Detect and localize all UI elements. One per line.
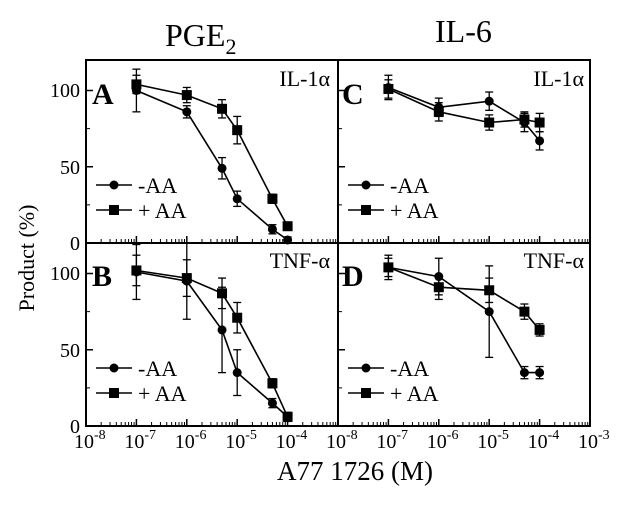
panel-c-minus-aa-legend-label: -AA [390, 173, 429, 198]
panel-a-plus-aa-point [282, 221, 293, 232]
panel-d-plus-aa-point [383, 262, 394, 273]
panel-b-minus-aa-point [217, 325, 227, 335]
panel-c-plus-aa-point [484, 117, 495, 128]
x-tick-label: 10-4 [528, 428, 560, 453]
panel-b-plus-aa-point [217, 288, 228, 299]
x-tick-label: 10-8 [326, 428, 358, 453]
panel-c-plus-aa-legend-label: + AA [390, 198, 439, 223]
panel-c-letter: C [342, 78, 364, 111]
panel-d-frame [337, 242, 591, 427]
panel-b-plus-aa-line [136, 269, 289, 418]
x-tick-labels: 10-8 10-7 10-6 10-5 10-4 10-8 10-7 10-6 10-5 10-4… [74, 428, 610, 453]
panel-d-plus-aa-point [519, 306, 530, 317]
panel-a-minus-aa-point [217, 163, 227, 173]
panel-d-plus-aa-legend-marker [361, 388, 371, 398]
panel-a-minus-aa-point [232, 194, 242, 204]
panel-a-minus-aa-legend-marker [109, 180, 119, 190]
y-tick-label: 100 [50, 80, 80, 102]
panel-c-plus-aa-point [383, 83, 394, 94]
column-title-pge2-main: PGE [165, 17, 225, 53]
panel-b-plus-aa-legend-label: + AA [138, 381, 187, 406]
panel-d-minus-aa-legend-marker [361, 363, 371, 373]
panel-a-stimulus: IL-1α [279, 66, 330, 91]
panel-d-minus-aa-point [535, 368, 545, 378]
y-tick-label: 100 [50, 263, 80, 285]
y-axis-title: Product (%) [14, 205, 39, 312]
panel-d-plus-aa-legend-label: + AA [390, 381, 439, 406]
panel-c-plus-aa-point [519, 114, 530, 125]
y-tick-label: 50 [60, 340, 80, 362]
panel-b-minus-aa-legend-marker [109, 363, 119, 373]
panel-c-minus-aa-point [535, 136, 545, 146]
y-tick-label: 50 [60, 157, 80, 179]
panel-d-minus-aa-point [484, 307, 494, 317]
x-tick-label: 10-5 [225, 428, 257, 453]
panel-b-letter: B [92, 260, 112, 293]
panel-d-plus-aa-point [433, 282, 444, 293]
column-title-pge2: PGE2 [165, 17, 236, 59]
panel-a-minus-aa-legend-label: -AA [138, 173, 177, 198]
panel-a-plus-aa-point [131, 79, 142, 90]
panel-b-plus-aa-point [181, 273, 192, 284]
x-tick-label: 10-7 [376, 428, 408, 453]
panel-b-plus-aa-point [232, 312, 243, 323]
x-tick-label: 10-4 [276, 428, 308, 453]
panel-b-plus-aa-point [267, 378, 278, 389]
column-title-pge2-subscript: 2 [225, 34, 236, 59]
panel-a-plus-aa-point [267, 193, 278, 204]
x-tick-label: 10-7 [124, 428, 156, 453]
panel-a-minus-aa-point [283, 235, 293, 245]
panel-a-minus-aa-point [182, 107, 192, 117]
panel-c-plus-aa-point [534, 117, 545, 128]
panel-d-plus-aa-point [484, 285, 495, 296]
panel-b-minus-aa-legend-label: -AA [138, 356, 177, 381]
panel-b-minus-aa-point [267, 398, 277, 408]
panel-c-plus-aa-point [433, 106, 444, 117]
panel-a-plus-aa-point [181, 90, 192, 101]
panel-b-minus-aa-point [232, 368, 242, 378]
panel-b-plus-aa-legend-marker [109, 388, 119, 398]
panel-b-plus-aa-point [282, 411, 293, 422]
panel-d-plus-aa-line [388, 266, 541, 331]
panel-c-minus-aa-legend-marker [361, 180, 371, 190]
column-title-il6: IL-6 [435, 13, 492, 49]
x-tick-label: 10-5 [477, 428, 509, 453]
panel-c-minus-aa-point [484, 96, 494, 106]
panel-c-minus-aa-line [388, 86, 541, 142]
x-tick-label: 10-8 [74, 428, 106, 453]
panel-d-letter: D [342, 260, 364, 293]
panel-a-plus-aa-legend-marker [109, 205, 119, 215]
plot-marks [85, 68, 591, 427]
y-tick-label: 0 [70, 416, 80, 438]
panel-a-plus-aa-point [217, 103, 228, 114]
panel-c-plus-aa-legend-marker [361, 205, 371, 215]
panel-b-stimulus: TNF-α [270, 248, 331, 273]
y-tick-label: 0 [70, 233, 80, 255]
panel-a-letter: A [92, 78, 114, 111]
panel-a-plus-aa-legend-label: + AA [138, 198, 187, 223]
panel-d-plus-aa-point [534, 324, 545, 335]
panel-a-plus-aa-point [232, 125, 243, 136]
x-tick-label: 10-3 [578, 428, 610, 453]
legends: -AA+ AA-AA+ AA-AA+ AA-AA+ AA [96, 173, 439, 406]
x-tick-label: 10-6 [175, 428, 207, 453]
x-axis-title: A77 1726 (M) [277, 456, 433, 486]
panel-a-minus-aa-point [267, 224, 277, 234]
panel-d-minus-aa-point [519, 368, 529, 378]
panel-d-minus-aa-legend-label: -AA [390, 356, 429, 381]
x-tick-label: 10-6 [427, 428, 459, 453]
panel-b-plus-aa-point [131, 265, 142, 276]
panel-d-stimulus: TNF-α [524, 248, 585, 273]
panel-c-stimulus: IL-1α [533, 66, 584, 91]
